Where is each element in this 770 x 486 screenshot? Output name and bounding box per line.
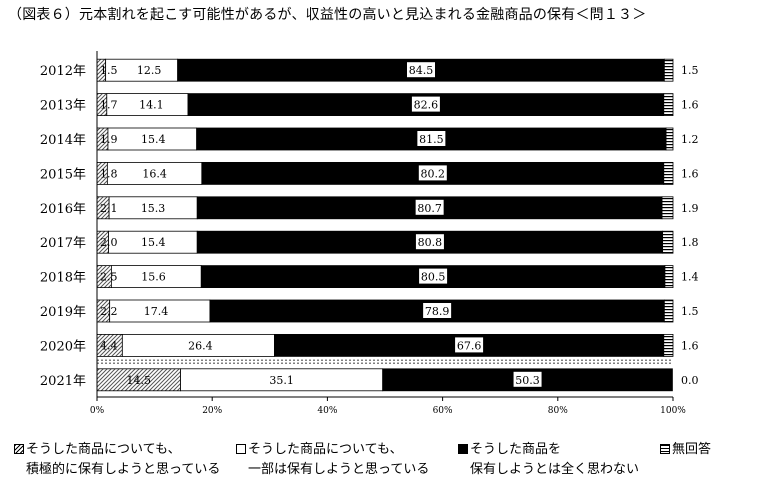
category-label: 2014年 bbox=[40, 133, 86, 148]
data-label-partial: 12.5 bbox=[137, 64, 162, 77]
legend-label-3b: 保有しようとは全く思わない bbox=[470, 462, 640, 477]
category-label: 2012年 bbox=[40, 64, 86, 79]
legend-label-4: 無回答 bbox=[672, 442, 712, 457]
data-label-never: 80.7 bbox=[417, 202, 442, 215]
bar-no-answer bbox=[664, 265, 674, 289]
legend-item-aggressive: そうした商品についても、 積極的に保有しようと思っている bbox=[14, 440, 220, 480]
stacked-bar-chart: 2012年 1.5 12.5 84.5 1.5 2013年 1.7 14.1 82.6 1.6 20… bbox=[40, 51, 699, 416]
category-label: 2019年 bbox=[40, 305, 86, 320]
legend-item-no-answer: 無回答 bbox=[660, 440, 711, 460]
legend-item-partial: そうした商品についても、 一部は保有しようと思っている bbox=[236, 440, 429, 480]
data-label-box bbox=[415, 199, 444, 215]
bar-no-answer bbox=[663, 58, 674, 82]
data-label-no-answer: 1.5 bbox=[681, 64, 699, 77]
data-label-no-answer: 1.6 bbox=[681, 167, 699, 180]
legend-swatch-hatched bbox=[14, 444, 24, 454]
data-label-no-answer: 1.8 bbox=[681, 236, 699, 249]
bar-no-answer bbox=[661, 196, 674, 220]
data-label-no-answer: 1.9 bbox=[681, 202, 699, 215]
legend-swatch-black bbox=[458, 444, 468, 454]
data-label-never: 78.9 bbox=[425, 305, 450, 318]
data-label-box bbox=[419, 268, 448, 284]
x-tick-label: 0% bbox=[90, 406, 105, 416]
legend-swatch-horizontal bbox=[660, 444, 670, 454]
data-label-never: 84.5 bbox=[409, 64, 434, 77]
legend: そうした商品についても、 積極的に保有しようと思っている そうした商品についても… bbox=[14, 440, 764, 484]
data-label-aggressive: 2.0 bbox=[100, 236, 118, 249]
category-label: 2020年 bbox=[40, 339, 86, 354]
data-label-never: 81.5 bbox=[419, 133, 444, 146]
data-label-box bbox=[513, 371, 542, 387]
data-label-never: 80.5 bbox=[421, 271, 446, 284]
x-tick-label: 80% bbox=[548, 406, 568, 416]
data-label-aggressive: 2.5 bbox=[100, 271, 118, 284]
data-label-partial: 17.4 bbox=[144, 305, 169, 318]
data-label-partial: 15.4 bbox=[141, 133, 166, 146]
data-label-never: 80.2 bbox=[421, 167, 446, 180]
bar-no-answer bbox=[662, 230, 674, 254]
data-label-aggressive: 4.4 bbox=[100, 339, 118, 352]
x-tick-label: 100% bbox=[660, 406, 686, 416]
data-label-aggressive: 1.8 bbox=[100, 167, 118, 180]
data-label-aggressive: 2.1 bbox=[100, 202, 118, 215]
data-label-no-answer: 1.6 bbox=[681, 99, 699, 112]
data-label-no-answer: 1.5 bbox=[681, 305, 699, 318]
bar-no-answer bbox=[665, 127, 674, 151]
data-label-box bbox=[423, 303, 452, 318]
chart-title: （図表６）元本割れを起こす可能性があるが、収益性の高いと見込まれる金融商品の保有… bbox=[8, 7, 647, 23]
bar-no-answer bbox=[663, 299, 674, 323]
category-label: 2015年 bbox=[40, 167, 86, 182]
bar-no-answer bbox=[663, 161, 674, 185]
legend-item-never: そうした商品を 保有しようとは全く思わない bbox=[458, 440, 639, 480]
legend-label-3a: そうした商品を bbox=[470, 442, 562, 457]
data-label-partial: 15.4 bbox=[141, 236, 166, 249]
legend-label-2a: そうした商品についても、 bbox=[248, 442, 403, 457]
legend-label-1a: そうした商品についても、 bbox=[26, 442, 181, 457]
data-label-partial: 15.6 bbox=[141, 271, 166, 284]
data-label-never: 82.6 bbox=[414, 99, 439, 112]
data-label-partial: 35.1 bbox=[269, 374, 294, 387]
data-label-partial: 14.1 bbox=[139, 99, 164, 112]
data-label-no-answer: 1.6 bbox=[681, 339, 699, 352]
data-label-never: 80.8 bbox=[418, 236, 443, 249]
data-label-partial: 16.4 bbox=[142, 167, 167, 180]
data-label-no-answer: 0.0 bbox=[681, 374, 699, 387]
data-label-aggressive: 14.5 bbox=[127, 374, 152, 387]
data-label-aggressive: 1.7 bbox=[100, 99, 118, 112]
data-label-aggressive: 1.5 bbox=[100, 64, 118, 77]
x-tick-label: 40% bbox=[317, 406, 337, 416]
category-label: 2018年 bbox=[40, 271, 86, 286]
data-label-never: 50.3 bbox=[515, 374, 540, 387]
category-label: 2021年 bbox=[40, 374, 86, 389]
legend-swatch-white bbox=[236, 444, 246, 454]
bar-no-answer bbox=[663, 93, 674, 116]
x-tick-label: 20% bbox=[202, 406, 222, 416]
data-label-partial: 26.4 bbox=[188, 339, 213, 352]
category-label: 2016年 bbox=[40, 202, 86, 217]
data-label-box bbox=[407, 62, 435, 78]
legend-label-1b: 積極的に保有しようと思っている bbox=[26, 462, 221, 477]
data-label-box bbox=[417, 131, 446, 146]
data-label-no-answer: 1.4 bbox=[681, 271, 699, 284]
category-label: 2013年 bbox=[40, 99, 86, 114]
data-label-box bbox=[411, 96, 440, 112]
data-label-partial: 15.3 bbox=[141, 202, 166, 215]
category-label: 2017年 bbox=[40, 236, 86, 251]
data-label-aggressive: 1.9 bbox=[100, 133, 118, 146]
data-label-box bbox=[418, 165, 447, 181]
data-label-no-answer: 1.2 bbox=[681, 133, 699, 146]
data-label-never: 67.6 bbox=[457, 339, 482, 352]
x-tick-label: 60% bbox=[433, 406, 453, 416]
data-label-aggressive: 2.2 bbox=[100, 305, 118, 318]
legend-label-2b: 一部は保有しようと思っている bbox=[248, 462, 430, 477]
data-label-box bbox=[415, 234, 444, 250]
data-label-box bbox=[455, 337, 484, 353]
bar-no-answer bbox=[663, 333, 674, 357]
